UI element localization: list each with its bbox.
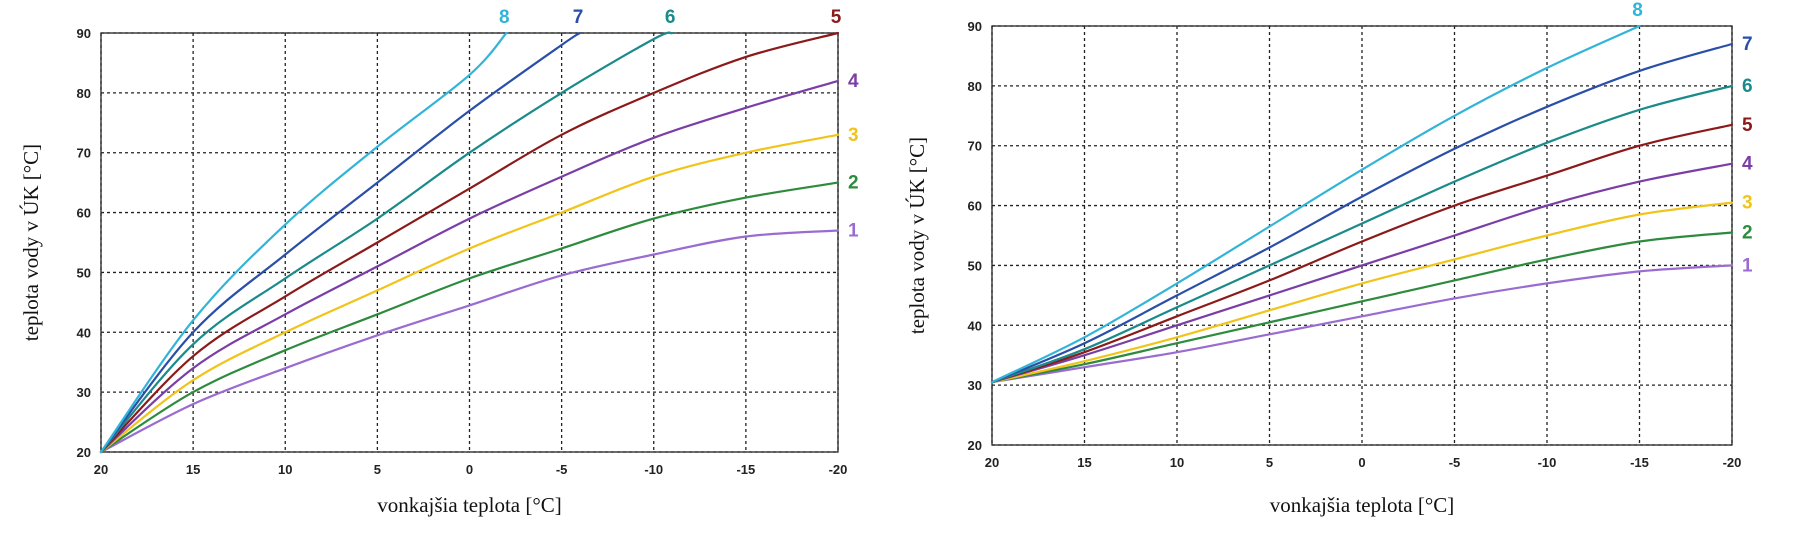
chart-right-x-tick-label: -10 [1538,455,1557,470]
chart-left-series-2-label: 2 [848,173,859,194]
chart-left-y-tick-label: 40 [77,325,91,340]
chart-right-x-tick-label: -15 [1630,455,1649,470]
chart-left: 20 15 10 5 0 -5 -10 -15 -20 20 30 40 50 60 70 80 90 vonka… [0,0,880,534]
chart-left-x-tick-label: -10 [644,462,663,477]
chart-right-y-tick-label: 50 [968,258,982,273]
chart-left-svg: 20 15 10 5 0 -5 -10 -15 -202030405060708090vonka… [19,7,859,517]
chart-left-x-tick-label: 0 [466,462,473,477]
chart-right-series-5-label: 5 [1742,115,1753,136]
chart-left-series-2-line [99,181,840,454]
chart-left-series-5-label: 5 [831,7,842,28]
chart-left-series-3-label: 3 [848,125,859,146]
chart-left-y-axis-title: teplota vody v ÚK [°C] [19,144,43,341]
chart-right-series-8-line [990,24,1641,384]
chart-right-x-tick-label: 5 [1266,455,1273,470]
chart-left-x-tick-label: 15 [186,462,200,477]
chart-right-x-tick-label: 15 [1077,455,1091,470]
chart-left-series-6-label: 6 [665,7,676,28]
chart-right-y-axis-title: teplota vody v ÚK [°C] [905,137,929,334]
chart-right-svg: 20 15 10 5 0 -5 -10 -15 -202030405060708090vonka… [905,0,1753,517]
chart-right-y-tick-label: 40 [968,318,982,333]
chart-right-series-3-line [990,201,1734,384]
chart-left-series-5-line [99,31,840,454]
chart-right-y-tick-label: 90 [968,19,982,34]
chart-left-y-tick-label: 80 [77,86,91,101]
chart-left-y-tick-label: 20 [77,445,91,460]
chart-right-x-tick-label: 20 [985,455,999,470]
chart-left-series-8-label: 8 [499,7,510,28]
chart-right-series-4-line [990,162,1734,384]
chart-right-series-2-line [990,231,1734,384]
chart-right-x-tick-label: -20 [1723,455,1742,470]
chart-right-series-7-label: 7 [1742,34,1753,55]
chart-right-y-tick-label: 30 [968,378,982,393]
chart-left-x-tick-label: -20 [829,462,848,477]
chart-left-series-7-label: 7 [573,7,584,28]
chart-right-y-tick-label: 80 [968,79,982,94]
chart-left-y-tick-label: 70 [77,146,91,161]
chart-right-x-axis-title: vonkajšia teplota [°C] [1270,493,1455,517]
chart-right-series-6-line [990,84,1734,384]
chart-right-y-tick-label: 20 [968,438,982,453]
chart-right-series-4-label: 4 [1742,154,1753,175]
chart-left-series-3-line [99,133,840,454]
chart-right-series-3-label: 3 [1742,193,1753,214]
chart-left-x-axis-title: vonkajšia teplota [°C] [377,493,562,517]
chart-left-y-tick-label: 50 [77,265,91,280]
chart-left-y-tick-label: 90 [77,26,91,41]
chart-right-series-1-line [990,264,1734,384]
chart-left-series-4-line [99,79,840,454]
chart-left-x-tick-label: 20 [94,462,108,477]
chart-right-series-5-line [990,123,1734,384]
chart-right-x-tick-label: 10 [1170,455,1184,470]
chart-right-series-1-label: 1 [1742,255,1753,276]
chart-left-x-tick-label: 10 [278,462,292,477]
chart-left-series-4-label: 4 [848,71,859,92]
chart-left-series-7-line [99,31,582,454]
chart-left-series-8-line [99,31,508,454]
chart-left-y-tick-label: 30 [77,385,91,400]
chart-left-series-1-label: 1 [848,221,859,242]
chart-right-series-7-line [990,42,1734,384]
chart-left-series-6-line [99,31,674,454]
chart-right-x-tick-label: 0 [1358,455,1365,470]
chart-left-series-1-line [99,229,840,454]
chart-right-series-2-label: 2 [1742,223,1753,244]
chart-right-series-8-label: 8 [1632,0,1643,21]
chart-left-x-tick-label: -5 [556,462,568,477]
chart-right-y-tick-label: 60 [968,199,982,214]
chart-left-y-tick-label: 60 [77,206,91,221]
chart-left-x-tick-label: -15 [736,462,755,477]
chart-left-x-tick-label: 5 [374,462,381,477]
chart-right-y-tick-label: 70 [968,139,982,154]
chart-right: 20 15 10 5 0 -5 -10 -15 -20 20 30 40 50 60 70 80 90 vonka… [900,0,1800,534]
chart-right-x-tick-label: -5 [1449,455,1461,470]
chart-right-series-6-label: 6 [1742,76,1753,97]
